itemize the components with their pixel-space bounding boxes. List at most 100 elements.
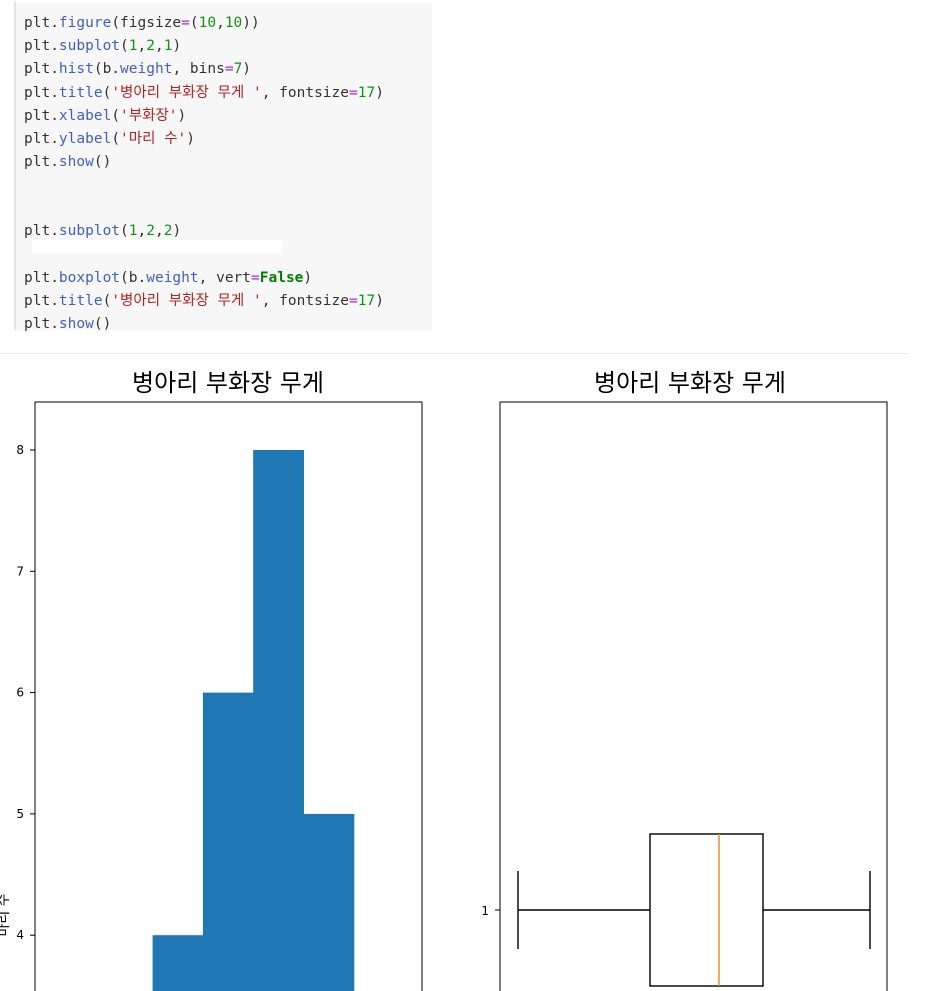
code-line: plt.title('병아리 부화장 무게 ', fontsize=17) (24, 84, 384, 102)
histogram-y-tick-label: 5 (16, 807, 24, 821)
code-token: plt. (24, 85, 59, 101)
code-token: ) (375, 85, 384, 101)
code-token: 7 (233, 61, 243, 77)
code-token: 10 (198, 15, 217, 31)
code-token: plt. (24, 223, 59, 239)
code-token: , (154, 223, 164, 239)
code-token: ylabel (58, 131, 112, 147)
code-token: ) (375, 293, 384, 309)
code-token: ( (111, 131, 121, 147)
code-token: ) (172, 223, 182, 239)
boxplot-subplot: 1 병아리 부화장 무게 (481, 369, 888, 991)
code-token: ) (172, 38, 182, 54)
code-token: plt. (24, 131, 59, 147)
code-line: plt.xlabel('부화장') (24, 107, 186, 125)
code-token: , fontsize (261, 85, 349, 101)
code-token: hist (58, 61, 94, 77)
boxplot-box (649, 833, 764, 987)
code-token: = (349, 85, 358, 101)
code-token: ( (189, 15, 199, 31)
boxplot-axes-frame (499, 401, 888, 991)
code-token: plt. (24, 15, 59, 31)
code-token: 17 (357, 85, 376, 101)
histogram-title: 병아리 부화장 무게 (132, 369, 324, 397)
code-token: figure (58, 15, 112, 31)
code-token: = (181, 15, 190, 31)
code-token: plt. (24, 316, 59, 332)
code-line: plt.show() (24, 315, 111, 333)
histogram-axes-frame (34, 401, 423, 991)
histogram-bar (303, 813, 355, 991)
code-token: , (216, 15, 225, 31)
code-token: )) (242, 15, 260, 31)
code-line: plt.boxplot(b.weight, vert=False) (24, 269, 312, 287)
code-token: '마리 수' (120, 131, 187, 147)
code-token: ( (120, 38, 129, 54)
code-token: '부화장' (120, 108, 178, 124)
code-token: plt. (24, 38, 59, 54)
histogram-bar (152, 935, 204, 991)
code-line: plt.subplot(1,2,2) (24, 222, 181, 240)
histogram-y-ticks: 4 5 6 7 8 (16, 443, 35, 942)
code-token: show (58, 154, 94, 170)
code-line: plt.subplot(1,2,1) (24, 37, 181, 55)
code-cell[interactable]: plt.figure(figsize=(10,10)) plt.subplot(1… (14, 2, 432, 333)
code-token: , (137, 223, 147, 239)
code-token: = (251, 270, 260, 286)
code-token: boxplot (58, 270, 121, 286)
code-token: 1 (163, 38, 173, 54)
code-token: ( (102, 293, 112, 309)
code-token: 17 (357, 293, 376, 309)
code-token: '병아리 부화장 무게 ' (111, 293, 262, 309)
code-token: subplot (58, 38, 121, 54)
code-token: subplot (58, 223, 121, 239)
boxplot-title: 병아리 부화장 무게 (594, 369, 786, 397)
histogram-y-tick-label: 6 (16, 686, 24, 700)
code-token: ( (102, 85, 112, 101)
code-token: title (58, 85, 103, 101)
histogram-subplot: 4 5 6 7 8 병아리 부화장 무게 마리 수 (0, 369, 423, 991)
histogram-bars (152, 450, 355, 991)
code-token: = (224, 61, 234, 77)
code-line: plt.hist(b.weight, bins=7) (24, 60, 251, 78)
histogram-bar (202, 692, 254, 991)
code-token: (b. (93, 61, 121, 77)
code-token: , fontsize (261, 293, 349, 309)
code-token: , (154, 38, 164, 54)
code-token: plt. (24, 154, 59, 170)
histogram-y-tick-label: 7 (16, 564, 24, 578)
code-token: ) (303, 270, 313, 286)
code-token: (figsize (111, 15, 182, 31)
code-token: xlabel (58, 108, 112, 124)
code-line: plt.figure(figsize=(10,10)) (24, 14, 260, 32)
code-token: ( (111, 108, 121, 124)
code-overlay-patch (32, 240, 282, 254)
code-token: 1 (128, 223, 138, 239)
code-token: = (349, 293, 358, 309)
histogram-ylabel: 마리 수 (0, 893, 12, 936)
code-token: weight (146, 270, 199, 286)
code-token: , bins (172, 61, 225, 77)
code-token: ) (242, 61, 252, 77)
code-token: , vert (198, 270, 252, 286)
code-token: 2 (163, 223, 173, 239)
code-line: plt.show() (24, 153, 111, 171)
code-token: () (93, 154, 112, 170)
code-token: plt. (24, 270, 59, 286)
code-token: False (259, 270, 304, 286)
histogram-y-tick-label: 8 (16, 443, 24, 457)
code-line: plt.title('병아리 부화장 무게 ', fontsize=17) (24, 292, 384, 310)
code-token: weight (120, 61, 173, 77)
code-line: plt.ylabel('마리 수') (24, 130, 195, 148)
output-separator (0, 353, 908, 354)
boxplot-y-tick-label: 1 (481, 904, 489, 918)
code-token: 10 (224, 15, 243, 31)
histogram-y-tick-label: 4 (16, 928, 24, 942)
code-token: ( (120, 223, 129, 239)
code-token: ) (186, 131, 195, 147)
code-token: plt. (24, 293, 59, 309)
code-token: , (137, 38, 147, 54)
code-token: show (58, 316, 94, 332)
code-token: 2 (146, 38, 155, 54)
